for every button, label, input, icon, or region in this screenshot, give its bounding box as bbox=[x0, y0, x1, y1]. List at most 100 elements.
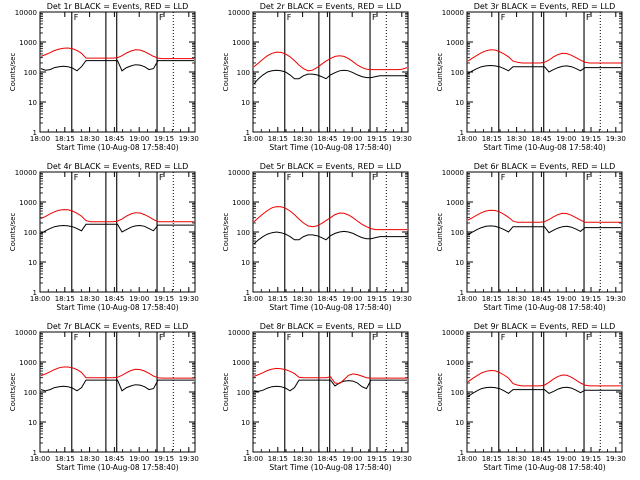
series-line-lld bbox=[253, 367, 407, 385]
y-tick-label: 1 bbox=[246, 449, 250, 457]
x-tick-label: 19:30 bbox=[606, 455, 626, 463]
series-line-lld bbox=[40, 366, 194, 379]
x-tick-label: 18:45 bbox=[317, 295, 337, 303]
x-tick-label: 18:45 bbox=[317, 135, 337, 143]
detector-panel-1: Det 1r BLACK = Events, RED = LLD 1 10 100 10… bbox=[9, 2, 199, 152]
event-marker-label: F bbox=[501, 13, 506, 22]
y-tick-label: 1 bbox=[33, 129, 37, 137]
plot-frame bbox=[466, 11, 623, 133]
x-tick-label: 19:30 bbox=[179, 295, 199, 303]
detector-panel-7: Det 7r BLACK = Events, RED = LLD 1 10 100 10… bbox=[9, 322, 199, 472]
panel-title: Det 8r BLACK = Events, RED = LLD bbox=[260, 322, 402, 331]
event-marker-label: F bbox=[501, 173, 506, 182]
y-tick-label: 100 bbox=[451, 389, 464, 397]
x-tick-label: 18:30 bbox=[80, 135, 100, 143]
y-tick-label: 1 bbox=[33, 289, 37, 297]
x-tick-label: 19:15 bbox=[581, 295, 601, 303]
series-line-events bbox=[40, 223, 194, 234]
x-tick-label: 18:00 bbox=[30, 455, 50, 463]
x-tick-label: 19:15 bbox=[581, 455, 601, 463]
y-tick-label: 1000 bbox=[19, 199, 37, 207]
y-tick-label: 10 bbox=[28, 419, 37, 427]
y-tick-label: 1000 bbox=[446, 199, 464, 207]
x-axis-label: Start Time (10-Aug-08 17:58:40) bbox=[56, 143, 178, 152]
y-tick-label: 10000 bbox=[442, 9, 464, 17]
y-tick-label: 100 bbox=[451, 229, 464, 237]
x-tick-label: 18:30 bbox=[293, 295, 313, 303]
x-tick-label: 18:30 bbox=[507, 455, 527, 463]
y-tick-label: 100 bbox=[237, 389, 250, 397]
x-tick-label: 19:30 bbox=[392, 135, 412, 143]
detector-panel-4: Det 4r BLACK = Events, RED = LLD 1 10 100 10… bbox=[9, 162, 199, 312]
event-marker-label: F bbox=[372, 13, 377, 22]
event-marker-label: F bbox=[74, 13, 79, 22]
y-tick-label: 100 bbox=[237, 229, 250, 237]
x-tick-label: 18:15 bbox=[55, 135, 75, 143]
y-tick-label: 10000 bbox=[442, 329, 464, 337]
x-tick-label: 19:30 bbox=[179, 135, 199, 143]
y-tick-label: 1000 bbox=[19, 359, 37, 367]
panel-title: Det 3r BLACK = Events, RED = LLD bbox=[474, 2, 616, 11]
y-tick-label: 1 bbox=[460, 449, 464, 457]
y-tick-label: 1 bbox=[460, 289, 464, 297]
x-axis-label: Start Time (10-Aug-08 17:58:40) bbox=[56, 463, 178, 472]
series-line-events bbox=[40, 379, 194, 392]
x-tick-label: 18:00 bbox=[243, 455, 263, 463]
x-tick-label: 18:45 bbox=[104, 455, 124, 463]
x-tick-label: 18:00 bbox=[243, 135, 263, 143]
detector-panel-2: Det 2r BLACK = Events, RED = LLD 1 10 100 10… bbox=[222, 2, 412, 152]
x-tick-label: 18:15 bbox=[482, 295, 502, 303]
x-tick-label: 19:00 bbox=[129, 455, 149, 463]
x-tick-label: 19:15 bbox=[154, 135, 174, 143]
event-marker-label: F bbox=[501, 333, 506, 342]
x-tick-label: 19:00 bbox=[342, 135, 362, 143]
event-marker-label: F bbox=[287, 13, 292, 22]
y-tick-label: 10 bbox=[455, 259, 464, 267]
y-tick-label: 100 bbox=[24, 389, 37, 397]
x-tick-label: 18:30 bbox=[293, 135, 313, 143]
x-tick-label: 18:15 bbox=[482, 455, 502, 463]
x-tick-label: 19:00 bbox=[129, 135, 149, 143]
event-marker-label: F bbox=[287, 333, 292, 342]
series-line-lld bbox=[253, 206, 407, 231]
detector-panel-5: Det 5r BLACK = Events, RED = LLD 1 10 100 10… bbox=[222, 162, 412, 312]
x-tick-label: 19:00 bbox=[556, 455, 576, 463]
y-tick-label: 1 bbox=[33, 449, 37, 457]
x-tick-label: 18:15 bbox=[482, 135, 502, 143]
x-tick-label: 18:45 bbox=[531, 455, 551, 463]
y-tick-label: 1 bbox=[460, 129, 464, 137]
x-tick-label: 18:45 bbox=[531, 295, 551, 303]
x-tick-label: 19:30 bbox=[392, 455, 412, 463]
x-tick-label: 19:15 bbox=[581, 135, 601, 143]
event-marker-label: F bbox=[287, 173, 292, 182]
panel-title: Det 9r BLACK = Events, RED = LLD bbox=[474, 322, 616, 331]
y-tick-label: 100 bbox=[451, 69, 464, 77]
series-line-lld bbox=[40, 47, 194, 60]
detector-panel-3: Det 3r BLACK = Events, RED = LLD 1 10 100 10… bbox=[436, 2, 626, 152]
detector-panel-6: Det 6r BLACK = Events, RED = LLD 1 10 100 10… bbox=[436, 162, 626, 312]
plot-frame bbox=[466, 171, 623, 293]
event-marker-label: F bbox=[159, 333, 164, 342]
y-axis-label: Counts/sec bbox=[436, 373, 444, 412]
y-tick-label: 1000 bbox=[232, 39, 250, 47]
x-tick-label: 18:00 bbox=[30, 135, 50, 143]
series-line-events bbox=[253, 69, 407, 85]
x-tick-label: 18:15 bbox=[55, 295, 75, 303]
x-tick-label: 18:00 bbox=[457, 295, 477, 303]
x-tick-label: 19:30 bbox=[606, 135, 626, 143]
y-axis-label: Counts/sec bbox=[9, 373, 17, 412]
event-marker-label: F bbox=[159, 13, 164, 22]
y-tick-label: 1 bbox=[246, 129, 250, 137]
detector-panel-9: Det 9r BLACK = Events, RED = LLD 1 10 100 10… bbox=[436, 322, 626, 472]
x-tick-label: 19:15 bbox=[367, 135, 387, 143]
x-tick-label: 19:00 bbox=[129, 295, 149, 303]
y-tick-label: 10 bbox=[28, 259, 37, 267]
plot-frame bbox=[466, 331, 623, 453]
y-tick-label: 10 bbox=[455, 99, 464, 107]
y-tick-label: 100 bbox=[237, 69, 250, 77]
detector-panel-8: Det 8r BLACK = Events, RED = LLD 1 10 100 10… bbox=[222, 322, 412, 472]
x-tick-label: 18:15 bbox=[268, 455, 288, 463]
series-line-lld bbox=[467, 49, 621, 64]
x-tick-label: 18:00 bbox=[243, 295, 263, 303]
y-tick-label: 10 bbox=[241, 99, 250, 107]
